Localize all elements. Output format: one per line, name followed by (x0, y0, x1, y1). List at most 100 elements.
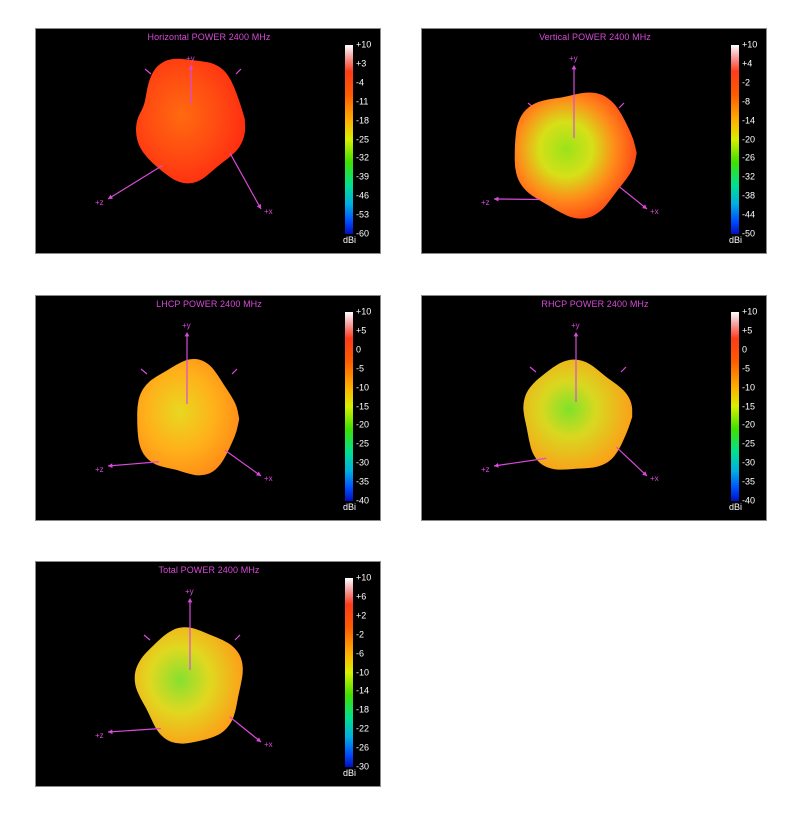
radiation-pattern-plot: +y +z +x (95, 54, 273, 216)
x-axis-label: +x (264, 474, 273, 483)
panel-title: Total POWER 2400 MHz (158, 565, 260, 575)
colorbar-ticks: +10 +6 +2 -2 -6 -10 -14 -18 -22 -26 -30 (356, 573, 380, 771)
x-axis-label: +x (650, 207, 659, 216)
colorbar-tick-label: -11 (356, 96, 369, 107)
axis-back-stub (235, 68, 242, 75)
colorbar-tick-label: -14 (356, 685, 370, 696)
radiation-pattern-surface (523, 359, 633, 470)
colorbar-tick-label: -40 (742, 495, 756, 506)
y-axis-label: +y (182, 321, 191, 330)
z-axis-label: +z (95, 731, 104, 740)
colorbar-tick-label: 0 (742, 344, 748, 355)
z-axis-label: +z (95, 198, 104, 207)
colorbar-unit: dBi (729, 502, 743, 512)
z-axis-arrow (494, 462, 499, 468)
x-axis-line (616, 446, 648, 477)
radiation-pattern-plot: +y +z +x (481, 321, 659, 483)
y-axis-arrow (573, 332, 579, 337)
panel-vertical: Vertical POWER 2400 MHz +y +z +x +10 +4 -2 -8… (421, 28, 767, 254)
colorbar-tick-label: -5 (742, 363, 751, 374)
y-axis-label: +y (186, 54, 195, 63)
colorbar-ticks: +10 +5 0 -5 -10 -15 -20 -25 -30 -35 -40 (356, 307, 380, 505)
z-axis-line (107, 727, 161, 733)
colorbar-tick-label: -22 (356, 723, 370, 734)
colorbar-tick-label: -39 (356, 171, 370, 182)
x-axis-arrow (256, 471, 261, 476)
colorbar-tick-label: -30 (356, 761, 370, 772)
z-axis-label: +z (95, 465, 104, 474)
radiation-pattern-surface (514, 92, 637, 219)
colorbar-tick-label: -60 (356, 228, 370, 239)
colorbar (731, 312, 739, 501)
colorbar-tick-label: 0 (356, 344, 362, 355)
x-axis-arrow (642, 471, 647, 476)
colorbar-tick-label: -15 (742, 401, 756, 411)
panel-total: Total POWER 2400 MHz +y +z +x +10 +6 +2 -2 -6 -… (35, 561, 381, 787)
colorbar (345, 312, 353, 501)
colorbar-tick-label: -15 (356, 401, 370, 411)
y-axis-arrow (184, 332, 190, 337)
axis-back-stub (143, 634, 151, 641)
panel-title: Horizontal POWER 2400 MHz (147, 32, 271, 42)
axis-back-stub (234, 634, 241, 641)
axis-back-stub (620, 366, 627, 373)
y-axis-arrow (187, 598, 193, 603)
colorbar-tick-label: +5 (356, 325, 367, 336)
colorbar-tick-label: -6 (356, 648, 365, 659)
axis-back-stub (529, 366, 537, 373)
y-axis-arrow (188, 65, 194, 70)
colorbar-tick-label: -46 (356, 190, 370, 201)
x-axis-line (619, 186, 648, 210)
radiation-pattern-surface (137, 358, 240, 476)
panel-title: Vertical POWER 2400 MHz (539, 32, 651, 42)
colorbar-ticks: +10 +5 0 -5 -10 -15 -20 -25 -30 -35 -40 (742, 307, 766, 505)
axis-back-stub (618, 102, 625, 109)
colorbar-tick-label: -18 (356, 115, 370, 126)
panel-lhcp: LHCP POWER 2400 MHz +y +z +x +10 +5 0 -5 -10 -1… (35, 295, 381, 521)
panel-horizontal: Horizontal POWER 2400 MHz +y +z +x +10 +3 -4… (35, 28, 381, 254)
colorbar (731, 45, 739, 234)
z-axis-label: +z (481, 465, 490, 474)
x-axis-label: +x (264, 740, 273, 749)
colorbar-tick-label: -14 (742, 115, 756, 126)
radiation-pattern-surface (136, 58, 246, 184)
z-axis-label: +z (481, 198, 490, 207)
y-axis-label: +y (569, 54, 578, 63)
colorbar-tick-label: -10 (742, 382, 756, 393)
z-axis-line (107, 164, 163, 200)
colorbar-tick-label: +4 (742, 58, 753, 69)
colorbar-tick-label: +10 (356, 306, 372, 317)
axis-back-stub (140, 368, 148, 375)
colorbar-ticks: +10 +4 -2 -8 -14 -20 -26 -32 -38 -44 -50 (742, 40, 766, 238)
colorbar-tick-label: -38 (742, 190, 756, 201)
colorbar-unit: dBi (343, 502, 357, 512)
x-axis-line (229, 152, 262, 210)
colorbar-tick-label: +10 (742, 306, 758, 317)
colorbar-tick-label: -20 (742, 419, 756, 430)
colorbar-tick-label: +10 (742, 39, 758, 50)
colorbar-tick-label: -2 (356, 629, 365, 640)
z-axis-arrow (108, 463, 113, 469)
radiation-pattern-surface (134, 627, 243, 744)
colorbar-ticks: +10 +3 -4 -11 -18 -25 -32 -39 -46 -53 -60 (356, 40, 380, 238)
x-axis-line (224, 449, 262, 477)
colorbar-tick-label: +10 (356, 39, 372, 50)
colorbar-tick-label: -30 (356, 457, 370, 468)
colorbar-tick-label: -44 (742, 209, 756, 220)
radiation-pattern-plot: +y +z +x (95, 321, 273, 483)
colorbar-tick-label: -40 (356, 495, 370, 506)
colorbar-tick-label: +5 (742, 325, 753, 336)
colorbar-tick-label: -26 (742, 152, 756, 163)
colorbar-tick-label: -32 (742, 171, 756, 182)
colorbar-tick-label: -10 (356, 382, 370, 393)
z-axis-line (493, 457, 547, 467)
colorbar-tick-label: -26 (356, 742, 370, 753)
y-axis-label: +y (185, 587, 194, 596)
colorbar-tick-label: -20 (356, 419, 370, 430)
colorbar-tick-label: +10 (356, 572, 372, 583)
colorbar-tick-label: -25 (742, 438, 756, 449)
colorbar-tick-label: +6 (356, 591, 367, 602)
colorbar-tick-label: -25 (356, 438, 370, 449)
y-axis-label: +y (571, 321, 580, 330)
colorbar-tick-label: -30 (742, 457, 756, 468)
